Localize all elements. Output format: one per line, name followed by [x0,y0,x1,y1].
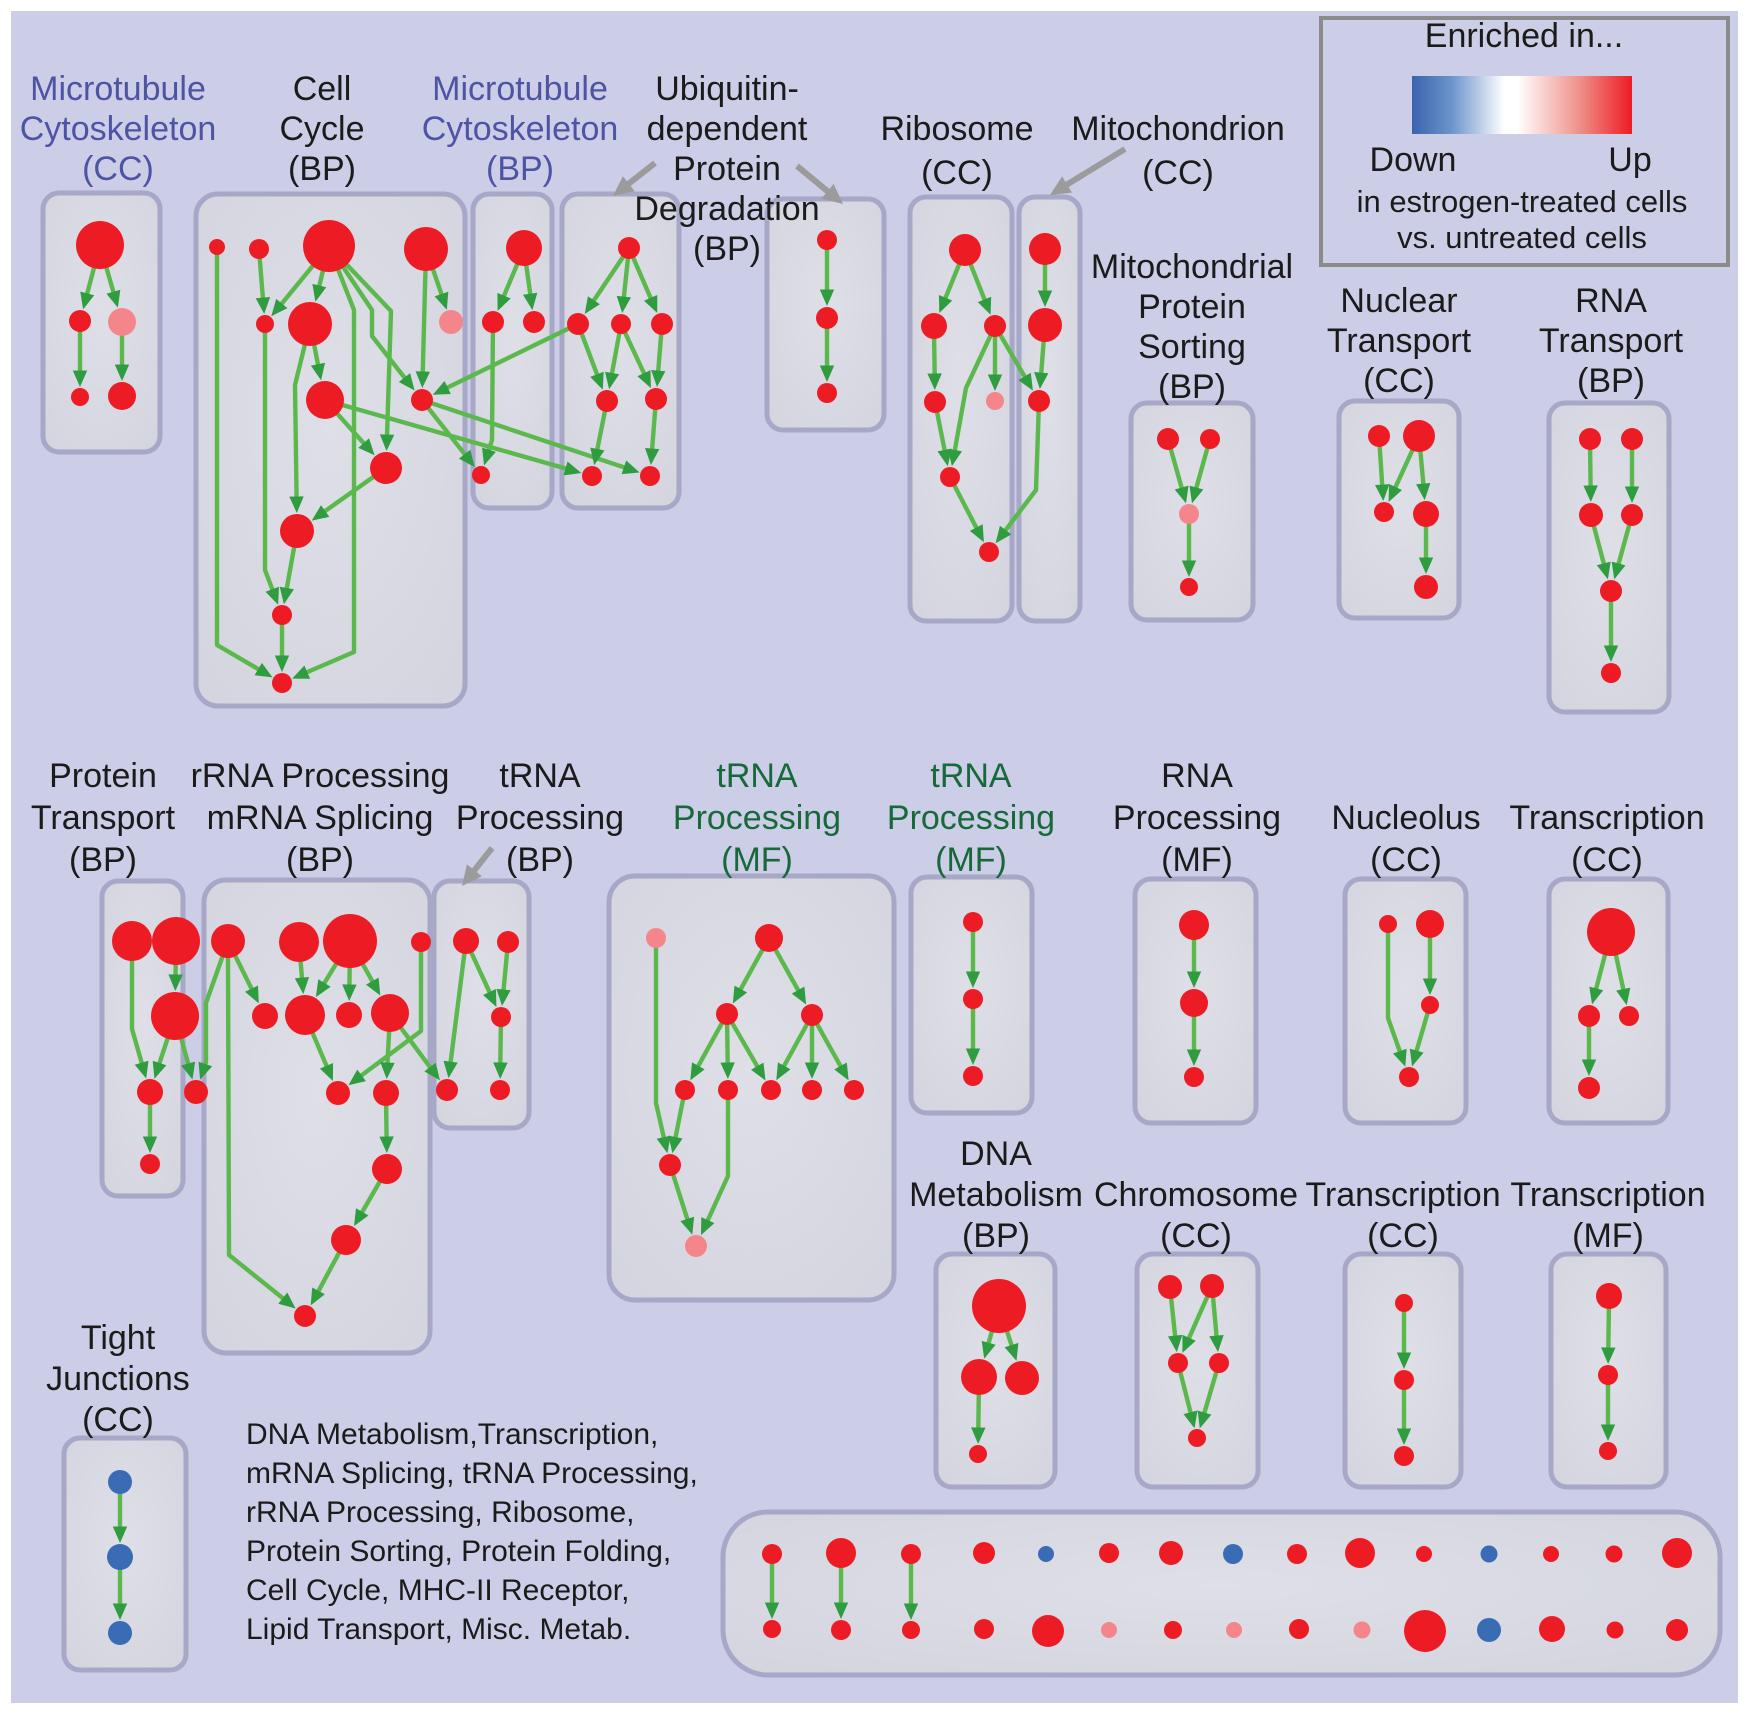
svg-text:(CC): (CC) [1367,1217,1439,1255]
svg-text:Cell Cycle, MHC-II Receptor,: Cell Cycle, MHC-II Receptor, [246,1574,629,1607]
svg-text:Transcription: Transcription [1509,799,1704,837]
svg-text:(CC): (CC) [82,150,154,188]
svg-text:Ubiquitin-: Ubiquitin- [655,70,799,108]
svg-text:rRNA Processing: rRNA Processing [191,757,450,795]
svg-text:Transport: Transport [31,799,176,837]
svg-text:Transcription: Transcription [1305,1176,1500,1214]
svg-text:Tight: Tight [81,1319,156,1357]
svg-text:Cytoskeleton: Cytoskeleton [20,110,217,148]
svg-text:Microtubule: Microtubule [30,70,206,108]
svg-text:Up: Up [1608,141,1651,179]
svg-text:Mitochondrion: Mitochondrion [1071,110,1285,148]
svg-text:Microtubule: Microtubule [432,70,608,108]
svg-text:(CC): (CC) [1370,841,1442,879]
svg-text:Down: Down [1370,141,1457,179]
svg-text:Metabolism: Metabolism [909,1176,1083,1214]
svg-text:Nuclear: Nuclear [1340,282,1457,320]
svg-text:in estrogen-treated cells: in estrogen-treated cells [1357,184,1688,219]
svg-text:dependent: dependent [647,110,808,148]
svg-text:(BP): (BP) [693,230,761,268]
svg-text:DNA Metabolism,Transcription,: DNA Metabolism,Transcription, [246,1418,658,1451]
svg-text:Transport: Transport [1539,322,1684,360]
svg-text:(BP): (BP) [1158,368,1226,406]
svg-text:Cytoskeleton: Cytoskeleton [422,110,619,148]
svg-text:(MF): (MF) [1161,841,1233,879]
svg-text:(MF): (MF) [935,841,1007,879]
svg-text:(CC): (CC) [921,154,993,192]
svg-text:Cell: Cell [293,70,352,108]
svg-text:(CC): (CC) [1363,362,1435,400]
svg-text:Degradation: Degradation [634,190,819,228]
svg-text:tRNA: tRNA [930,757,1012,795]
svg-text:Mitochondrial: Mitochondrial [1091,248,1293,286]
svg-text:(MF): (MF) [721,841,793,879]
svg-text:Sorting: Sorting [1138,328,1246,366]
svg-text:Transcription: Transcription [1510,1176,1705,1214]
svg-text:Nucleolus: Nucleolus [1331,799,1480,837]
svg-text:mRNA Splicing, tRNA Processing: mRNA Splicing, tRNA Processing, [246,1457,698,1490]
svg-text:Protein: Protein [673,150,781,188]
svg-text:(BP): (BP) [962,1217,1030,1255]
svg-text:RNA: RNA [1575,282,1647,320]
svg-text:Processing: Processing [887,799,1055,837]
svg-text:tRNA: tRNA [716,757,798,795]
svg-text:Protein: Protein [49,757,157,795]
svg-text:Junctions: Junctions [46,1360,190,1398]
svg-text:Transport: Transport [1327,322,1472,360]
svg-text:Protein: Protein [1138,288,1246,326]
svg-text:Enriched in...: Enriched in... [1425,17,1623,55]
svg-text:vs. untreated cells: vs. untreated cells [1397,220,1647,255]
svg-text:Processing: Processing [456,799,624,837]
svg-text:(BP): (BP) [1577,362,1645,400]
svg-text:(CC): (CC) [1571,841,1643,879]
svg-text:(MF): (MF) [1572,1217,1644,1255]
svg-text:rRNA Processing, Ribosome,: rRNA Processing, Ribosome, [246,1496,634,1529]
svg-text:(CC): (CC) [1160,1217,1232,1255]
svg-text:Lipid Transport, Misc. Metab.: Lipid Transport, Misc. Metab. [246,1613,631,1646]
svg-text:(CC): (CC) [82,1401,154,1439]
svg-text:tRNA: tRNA [499,757,581,795]
svg-text:Processing: Processing [1113,799,1281,837]
svg-text:(CC): (CC) [1142,154,1214,192]
svg-text:(BP): (BP) [69,841,137,879]
svg-text:Processing: Processing [673,799,841,837]
svg-text:Cycle: Cycle [279,110,364,148]
svg-text:(BP): (BP) [288,150,356,188]
svg-text:(BP): (BP) [486,150,554,188]
svg-text:Chromosome: Chromosome [1094,1176,1298,1214]
svg-text:(BP): (BP) [506,841,574,879]
svg-text:mRNA Splicing: mRNA Splicing [207,799,434,837]
svg-text:Protein Sorting, Protein Foldi: Protein Sorting, Protein Folding, [246,1535,671,1568]
svg-text:RNA: RNA [1161,757,1233,795]
svg-text:DNA: DNA [960,1135,1032,1173]
svg-text:Ribosome: Ribosome [880,110,1033,148]
svg-text:(BP): (BP) [286,841,354,879]
